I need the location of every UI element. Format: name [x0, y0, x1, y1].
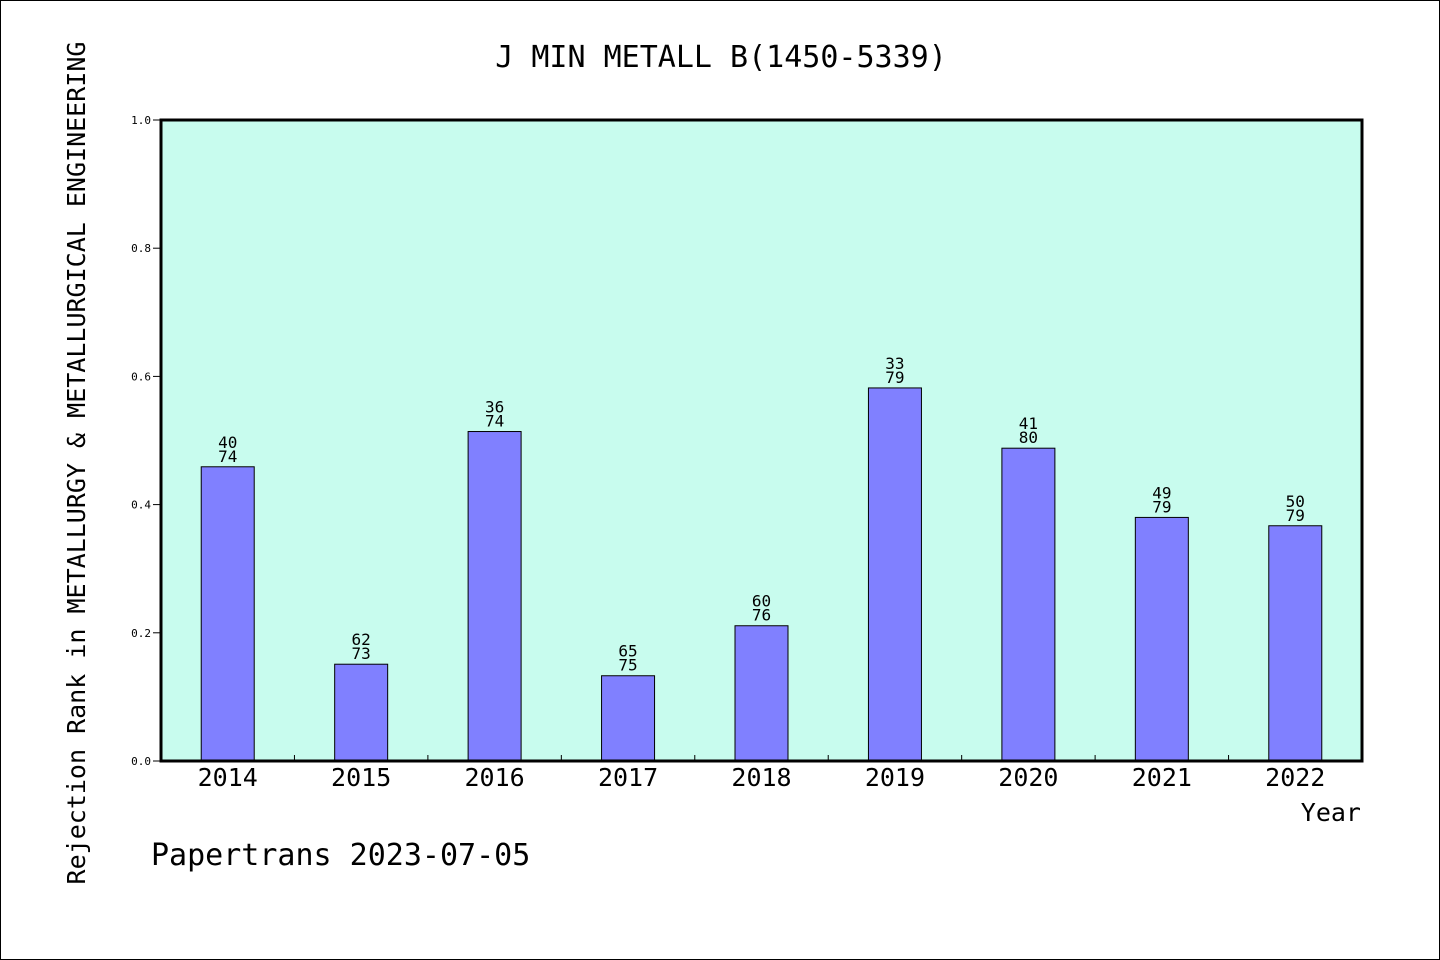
x-axis-label: Year — [1301, 798, 1361, 827]
y-tick-label: 0.4 — [131, 499, 151, 512]
x-tick-label: 2014 — [198, 763, 258, 792]
x-tick-label: 2016 — [465, 763, 525, 792]
x-axis: 2014 2015 2016 2017 2018 2019 2020 2021 2022 — [198, 755, 1325, 792]
bar-2021 — [1134, 516, 1189, 762]
bar-total-label: 74 — [218, 447, 237, 466]
y-tick-label: 0.6 — [131, 370, 151, 383]
bar-rank-label: 49 — [1152, 483, 1171, 502]
y-tick-label: 1.0 — [131, 114, 151, 127]
chart-title: J MIN METALL B(1450-5339) — [495, 40, 947, 75]
bar-total-label: 74 — [485, 412, 504, 431]
bar-total-label: 75 — [618, 656, 637, 675]
bar-2019 — [867, 387, 922, 762]
x-tick-label: 2021 — [1132, 763, 1192, 792]
bar-total-label: 79 — [885, 368, 904, 387]
watermark-text: Papertrans 2023-07-05 — [151, 838, 530, 873]
bar-2022 — [1268, 525, 1323, 762]
bar-total-label: 79 — [1286, 506, 1305, 525]
bar-2016 — [467, 431, 522, 762]
bar-rank-label: 36 — [485, 398, 504, 417]
bar-rank-label: 40 — [218, 433, 237, 452]
y-tick-label: 0.2 — [131, 627, 151, 640]
bar-2014 — [200, 466, 255, 762]
y-axis: 0.0 0.2 0.4 0.6 0.8 1.0 — [131, 114, 161, 768]
bar-2015 — [334, 663, 389, 762]
bar-total-label: 79 — [1152, 497, 1171, 516]
plot-frame — [159, 118, 1364, 763]
bar-rank-label: 33 — [885, 354, 904, 373]
x-tick-label: 2019 — [865, 763, 925, 792]
bar-2017 — [601, 675, 656, 762]
bar-2020 — [1001, 447, 1056, 762]
y-tick-label: 0.8 — [131, 242, 151, 255]
bar-total-label: 73 — [352, 644, 371, 663]
x-tick-label: 2015 — [331, 763, 391, 792]
y-tick-label: 0.0 — [131, 755, 151, 768]
bar-rank-label: 60 — [752, 592, 771, 611]
bar-2018 — [734, 625, 789, 762]
bars — [200, 387, 1323, 762]
x-tick-label: 2018 — [731, 763, 791, 792]
bar-total-label: 80 — [1019, 428, 1038, 447]
bar-rank-label: 41 — [1019, 414, 1038, 433]
x-tick-label: 2022 — [1265, 763, 1325, 792]
x-tick-label: 2020 — [998, 763, 1058, 792]
x-tick-label: 2017 — [598, 763, 658, 792]
bar-rank-label: 62 — [352, 630, 371, 649]
y-axis-label: Rejection Rank in METALLURGY & METALLURG… — [62, 42, 91, 885]
bar-total-label: 76 — [752, 606, 771, 625]
bar-rank-label: 50 — [1286, 492, 1305, 511]
bar-rank-label: 65 — [618, 642, 637, 661]
